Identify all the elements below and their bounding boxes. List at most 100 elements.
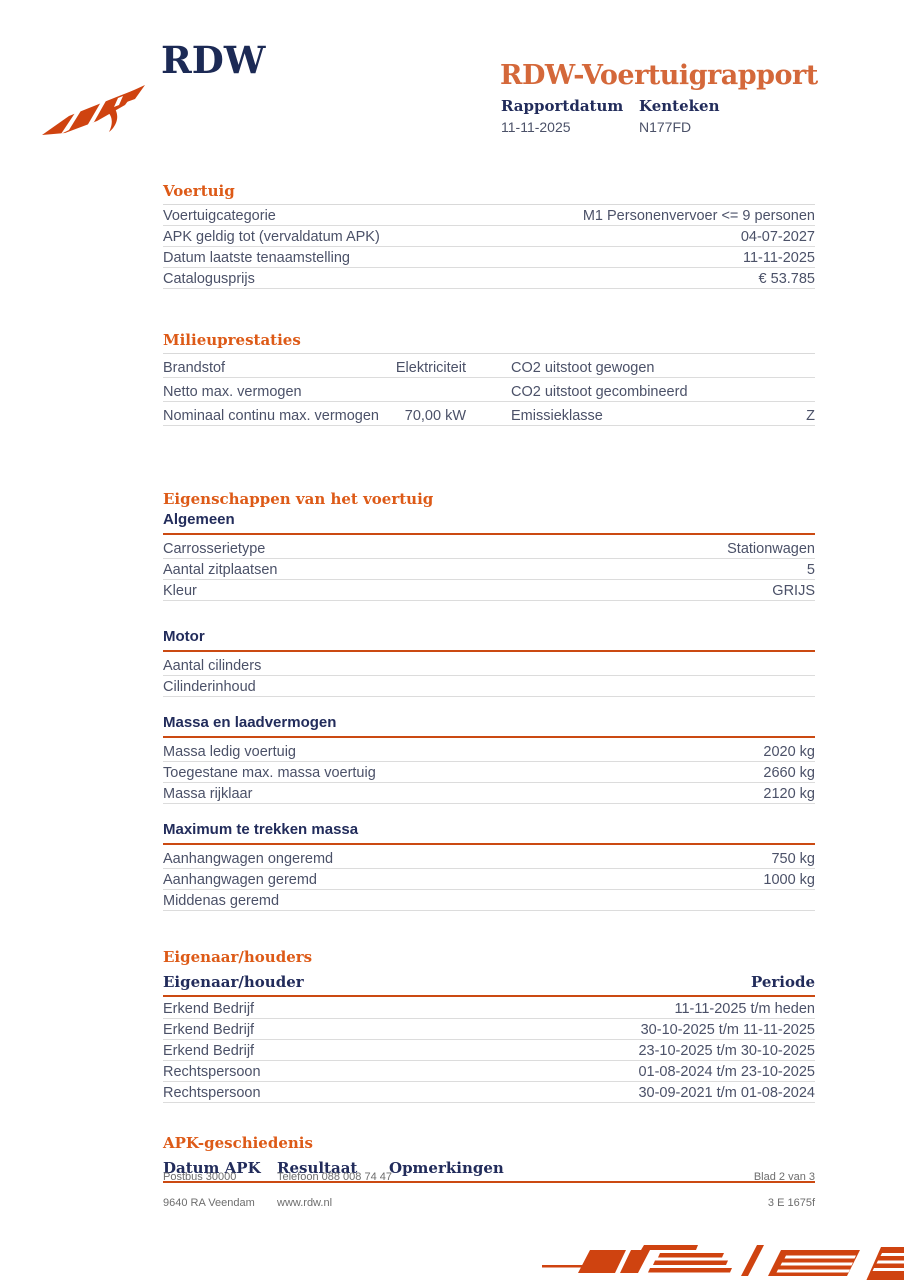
report-date-label: Rapportdatum bbox=[501, 97, 624, 115]
row-label: Carrosserietype bbox=[163, 541, 266, 557]
subsection-title-massa: Massa en laadvermogen bbox=[163, 714, 815, 738]
algemeen-rows: Carrosserietype Stationwagen Aantal zitp… bbox=[163, 538, 815, 601]
license-plate-value: N177FD bbox=[639, 119, 692, 135]
column-header-resultaat: Resultaat bbox=[277, 1159, 358, 1177]
column-header-owner: Eigenaar/houder bbox=[163, 973, 304, 991]
row-value: 2020 kg bbox=[763, 744, 815, 760]
table-row: Erkend Bedrijf 23-10-2025 t/m 30-10-2025 bbox=[163, 1040, 815, 1061]
owner-name: Rechtspersoon bbox=[163, 1064, 261, 1080]
section-title-voertuig: Voertuig bbox=[163, 182, 815, 205]
table-row: Carrosserietype Stationwagen bbox=[163, 538, 815, 559]
footer-doc-code: 3 E 1675f bbox=[767, 1197, 815, 1209]
subsection-title-maximum-trekken: Maximum te trekken massa bbox=[163, 821, 815, 845]
rdw-logo-swoosh-icon bbox=[42, 85, 145, 135]
row-value: 04-07-2027 bbox=[740, 229, 815, 245]
subsection-title-algemeen: Algemeen bbox=[163, 511, 815, 535]
section-title-milieuprestaties: Milieuprestaties bbox=[163, 331, 815, 354]
section-apk: APK-geschiedenis Datum APK Resultaat Opm… bbox=[163, 1134, 815, 1183]
section-title-eigenaar: Eigenaar/houders bbox=[163, 948, 313, 966]
row-value: 2660 kg bbox=[763, 765, 815, 781]
rdw-footer-stripes-graphic bbox=[542, 1245, 904, 1280]
table-row: Kleur GRIJS bbox=[163, 580, 815, 601]
row-label: Massa ledig voertuig bbox=[163, 744, 296, 760]
row-label: Aanhangwagen geremd bbox=[163, 872, 317, 888]
owner-period: 30-10-2025 t/m 11-11-2025 bbox=[640, 1022, 815, 1038]
section-title-eigenschappen: Eigenschappen van het voertuig bbox=[163, 490, 434, 508]
row-label: Massa rijklaar bbox=[163, 786, 253, 802]
trekken-rows: Aanhangwagen ongeremd 750 kg Aanhangwage… bbox=[163, 848, 815, 911]
section-milieuprestaties: Milieuprestaties Brandstof Elektriciteit… bbox=[163, 331, 815, 426]
table-row: Netto max. vermogen CO2 uitstoot gecombi… bbox=[163, 378, 815, 402]
section-voertuig: Voertuig Voertuigcategorie M1 Personenve… bbox=[163, 182, 815, 289]
subsection-motor: Motor Aantal cilinders Cilinderinhoud bbox=[163, 628, 815, 697]
page-title: RDW-Voertuigrapport bbox=[500, 60, 818, 92]
owner-period: 30-09-2021 t/m 01-08-2024 bbox=[638, 1085, 815, 1101]
table-row: Aantal cilinders bbox=[163, 655, 815, 676]
row-value: M1 Personenvervoer <= 9 personen bbox=[582, 208, 815, 224]
table-row: Brandstof Elektriciteit CO2 uitstoot gew… bbox=[163, 354, 815, 378]
row-label: Aantal zitplaatsen bbox=[163, 562, 278, 578]
row-label: Aanhangwagen ongeremd bbox=[163, 851, 334, 867]
owner-period: 01-08-2024 t/m 23-10-2025 bbox=[638, 1064, 815, 1080]
row-label-right: CO2 uitstoot gecombineerd bbox=[511, 384, 688, 400]
row-label: Catalogusprijs bbox=[163, 271, 255, 287]
table-row: APK geldig tot (vervaldatum APK) 04-07-2… bbox=[163, 226, 815, 247]
table-row: Massa rijklaar 2120 kg bbox=[163, 783, 815, 804]
row-label-left: Nominaal continu max. vermogen bbox=[163, 408, 379, 424]
row-value-left: Elektriciteit bbox=[395, 360, 466, 376]
table-row: Toegestane max. massa voertuig 2660 kg bbox=[163, 762, 815, 783]
owner-period: 11-11-2025 t/m heden bbox=[674, 1001, 815, 1017]
owner-period: 23-10-2025 t/m 30-10-2025 bbox=[638, 1043, 815, 1059]
table-row: Cilinderinhoud bbox=[163, 676, 815, 697]
subsection-algemeen: Algemeen Carrosserietype Stationwagen Aa… bbox=[163, 511, 815, 601]
row-label: Kleur bbox=[163, 583, 197, 599]
row-label: Datum laatste tenaamstelling bbox=[163, 250, 350, 266]
footer-line-1: Postbus 30000 Telefoon 088 008 74 47 Bla… bbox=[163, 1171, 815, 1183]
row-label: APK geldig tot (vervaldatum APK) bbox=[163, 229, 380, 245]
table-row: Massa ledig voertuig 2020 kg bbox=[163, 741, 815, 762]
section-title-apk: APK-geschiedenis bbox=[163, 1134, 313, 1152]
eigenaar-table-header: Eigenaar/houder Periode bbox=[163, 970, 815, 997]
table-row: Aanhangwagen geremd 1000 kg bbox=[163, 869, 815, 890]
row-value: 1000 kg bbox=[763, 872, 815, 888]
owner-name: Erkend Bedrijf bbox=[163, 1043, 255, 1059]
row-label: Toegestane max. massa voertuig bbox=[163, 765, 376, 781]
subsection-maximum-trekken: Maximum te trekken massa Aanhangwagen on… bbox=[163, 821, 815, 911]
row-value: 750 kg bbox=[771, 851, 815, 867]
subsection-massa: Massa en laadvermogen Massa ledig voertu… bbox=[163, 714, 815, 804]
row-value-left: 70,00 kW bbox=[404, 408, 466, 424]
eigenaar-rows: Erkend Bedrijf 11-11-2025 t/m heden Erke… bbox=[163, 998, 815, 1103]
table-row: Aantal zitplaatsen 5 bbox=[163, 559, 815, 580]
milieu-rows: Brandstof Elektriciteit CO2 uitstoot gew… bbox=[163, 354, 815, 426]
section-eigenschappen-title: Eigenschappen van het voertuig bbox=[163, 490, 815, 512]
table-row: Erkend Bedrijf 11-11-2025 t/m heden bbox=[163, 998, 815, 1019]
row-value: 5 bbox=[806, 562, 815, 578]
motor-rows: Aantal cilinders Cilinderinhoud bbox=[163, 655, 815, 697]
row-label: Cilinderinhoud bbox=[163, 679, 256, 695]
row-value: 2120 kg bbox=[763, 786, 815, 802]
row-value: € 53.785 bbox=[758, 271, 815, 287]
row-label: Aantal cilinders bbox=[163, 658, 262, 674]
row-value: GRIJS bbox=[772, 583, 815, 599]
voertuig-rows: Voertuigcategorie M1 Personenvervoer <= … bbox=[163, 205, 815, 289]
apk-table-header: Datum APK Resultaat Opmerkingen bbox=[163, 1156, 815, 1183]
footer-phone: Telefoon 088 008 74 47 bbox=[277, 1171, 392, 1183]
subsection-title-motor: Motor bbox=[163, 628, 815, 652]
row-label: Middenas geremd bbox=[163, 893, 280, 909]
table-row: Aanhangwagen ongeremd 750 kg bbox=[163, 848, 815, 869]
row-label-right: CO2 uitstoot gewogen bbox=[511, 360, 655, 376]
table-row: Voertuigcategorie M1 Personenvervoer <= … bbox=[163, 205, 815, 226]
rdw-logo-text: RDW bbox=[161, 38, 266, 82]
table-row: Rechtspersoon 30-09-2021 t/m 01-08-2024 bbox=[163, 1082, 815, 1103]
footer-page-number: Blad 2 van 3 bbox=[753, 1171, 815, 1183]
massa-rows: Massa ledig voertuig 2020 kg Toegestane … bbox=[163, 741, 815, 804]
table-row: Nominaal continu max. vermogen 70,00 kW … bbox=[163, 402, 815, 426]
license-plate-label: Kenteken bbox=[639, 97, 720, 115]
table-row: Datum laatste tenaamstelling 11-11-2025 bbox=[163, 247, 815, 268]
footer-website: www.rdw.nl bbox=[277, 1197, 333, 1209]
table-row: Catalogusprijs € 53.785 bbox=[163, 268, 815, 289]
column-header-datum-apk: Datum APK bbox=[163, 1159, 261, 1177]
row-label-left: Brandstof bbox=[163, 360, 226, 376]
row-value: Stationwagen bbox=[727, 541, 815, 557]
